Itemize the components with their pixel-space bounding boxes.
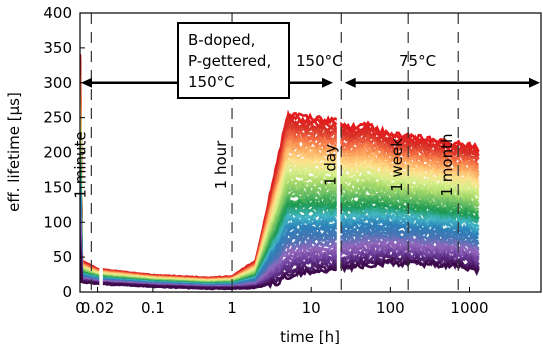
phase-2-label: 75°C [399,52,436,70]
y-tick-label: 50 [53,248,72,266]
y-axis-ticks: 0 50 100 150 200 250 300 350 400 [43,4,85,301]
arrow-head [322,77,334,88]
reference-label: 1 week [388,138,406,192]
sample-line-2: P-gettered, [188,52,271,70]
x-tick-label: 0 [75,299,85,317]
phase-1-label: 150°C [296,52,343,70]
arrow-head [81,77,92,88]
y-tick-label: 100 [43,213,72,231]
y-tick-label: 300 [43,74,72,92]
y-tick-label: 400 [43,4,72,22]
reference-label: 1 month [438,134,456,197]
sample-line-3: 150°C [188,73,235,91]
lifetime-curves [80,54,480,292]
x-axis-label: time [h] [280,328,340,346]
phase-gap [99,260,103,292]
y-tick-label: 250 [43,109,72,127]
x-tick-label: 1 [227,299,237,317]
y-tick-label: 150 [43,178,72,196]
phase-gap [336,114,341,292]
x-axis-ticks: 00.02 0.1 1 10 100 1000 [75,287,489,317]
reference-lines: 1 minute 1 hour 1 day 1 week 1 month [71,13,459,292]
phase-arrows [81,77,540,88]
reference-label: 1 hour [212,140,230,190]
y-tick-label: 0 [62,283,72,301]
x-tick-label: 1000 [450,299,488,317]
reference-label: 1 day [321,144,339,186]
lifetime-curve [80,249,480,291]
sample-line-1: B-doped, [188,31,255,49]
sample-annotation-box: B-doped, P-gettered, 150°C [177,22,290,99]
x-tick-label: 100 [376,299,405,317]
y-tick-label: 200 [43,144,72,162]
x-tick-label: 0.02 [81,299,114,317]
y-axis-label: eff. lifetime [μs] [5,92,23,212]
arrow-head [529,77,540,88]
x-tick-label: 0.1 [141,299,165,317]
x-tick-label: 10 [302,299,321,317]
y-tick-label: 350 [43,39,72,57]
arrow-head [344,77,356,88]
